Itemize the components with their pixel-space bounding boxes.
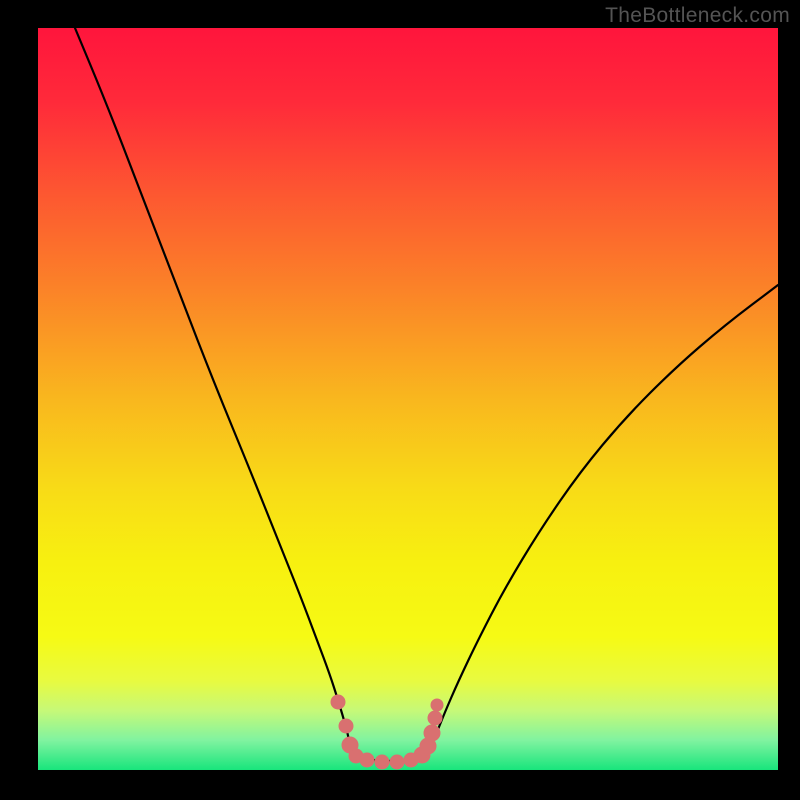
data-marker [339, 719, 353, 733]
data-marker [424, 725, 440, 741]
data-marker [360, 753, 374, 767]
data-marker [428, 711, 442, 725]
watermark-label: TheBottleneck.com [605, 4, 790, 28]
bottleneck-chart [0, 0, 800, 800]
chart-container: TheBottleneck.com [0, 0, 800, 800]
data-marker [431, 699, 443, 711]
data-marker [390, 755, 404, 769]
plot-area [38, 28, 778, 770]
data-marker [375, 755, 389, 769]
data-marker [331, 695, 345, 709]
